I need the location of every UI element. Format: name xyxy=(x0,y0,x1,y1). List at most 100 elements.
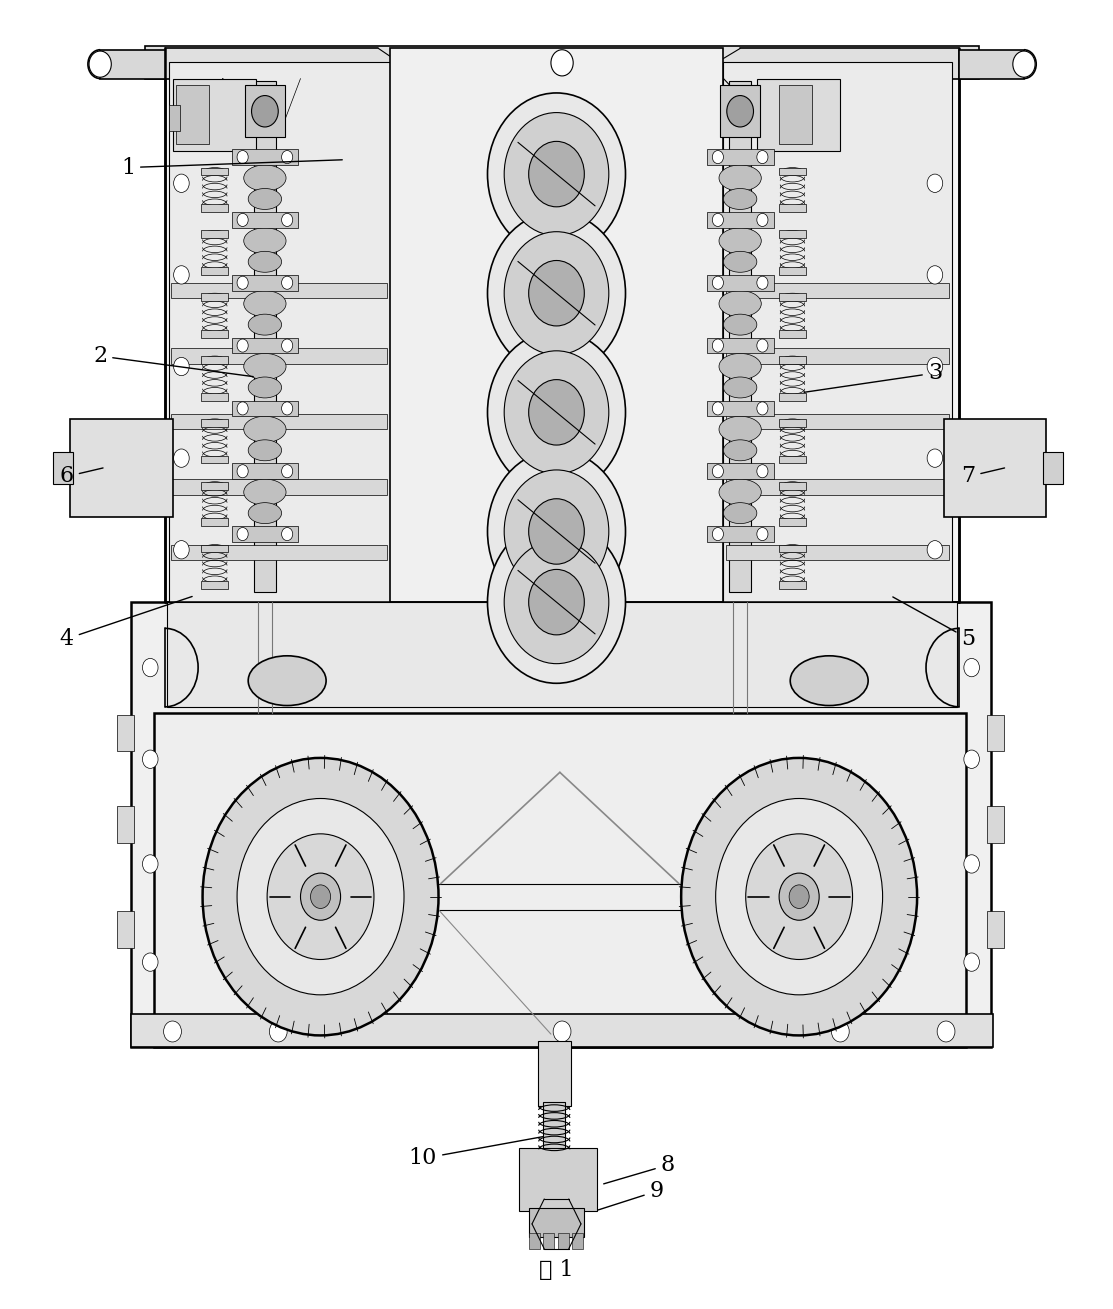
Ellipse shape xyxy=(719,479,761,505)
Bar xyxy=(779,393,806,401)
Bar xyxy=(201,267,228,275)
Text: 7: 7 xyxy=(962,466,1005,487)
Bar xyxy=(707,463,774,479)
Ellipse shape xyxy=(719,291,761,317)
Bar xyxy=(779,518,806,526)
Circle shape xyxy=(716,798,883,995)
Bar xyxy=(726,414,949,429)
Circle shape xyxy=(757,339,768,352)
Bar xyxy=(720,85,760,137)
Text: 4: 4 xyxy=(60,597,193,649)
Circle shape xyxy=(504,470,609,593)
Bar xyxy=(171,283,387,298)
Circle shape xyxy=(529,380,584,445)
Ellipse shape xyxy=(244,416,286,442)
Ellipse shape xyxy=(248,377,282,398)
Circle shape xyxy=(504,351,609,474)
Text: 2: 2 xyxy=(93,346,254,377)
Bar xyxy=(529,1233,540,1249)
Ellipse shape xyxy=(248,656,326,706)
Circle shape xyxy=(927,541,943,559)
Bar xyxy=(729,81,751,592)
Circle shape xyxy=(927,174,943,192)
Bar xyxy=(779,581,806,589)
Circle shape xyxy=(142,855,158,873)
Bar xyxy=(543,1233,554,1249)
Circle shape xyxy=(712,339,723,352)
Bar xyxy=(145,46,979,79)
Circle shape xyxy=(282,465,293,478)
Circle shape xyxy=(529,499,584,564)
Bar xyxy=(201,393,228,401)
Bar xyxy=(201,330,228,338)
Circle shape xyxy=(267,834,374,959)
Ellipse shape xyxy=(723,503,757,524)
Bar xyxy=(1043,452,1063,484)
Bar xyxy=(176,85,209,144)
Text: 5: 5 xyxy=(893,597,975,649)
Bar xyxy=(201,356,228,364)
Bar xyxy=(779,230,806,238)
Ellipse shape xyxy=(244,165,286,191)
Circle shape xyxy=(487,521,626,683)
Bar xyxy=(169,62,390,602)
Bar xyxy=(167,602,957,707)
Circle shape xyxy=(487,93,626,255)
Ellipse shape xyxy=(248,188,282,209)
Bar xyxy=(726,283,949,298)
Bar xyxy=(538,1041,571,1106)
Circle shape xyxy=(553,1021,571,1042)
Bar xyxy=(944,419,1046,517)
Bar xyxy=(529,1208,584,1237)
Bar xyxy=(201,293,228,301)
Bar xyxy=(254,81,276,592)
Text: 3: 3 xyxy=(804,363,942,393)
Circle shape xyxy=(164,1021,181,1042)
Bar xyxy=(779,456,806,463)
Bar xyxy=(519,1148,597,1211)
Bar xyxy=(232,526,298,542)
Circle shape xyxy=(282,402,293,415)
Circle shape xyxy=(89,51,111,77)
Bar xyxy=(201,482,228,490)
Bar xyxy=(171,414,387,429)
Bar xyxy=(779,482,806,490)
Bar xyxy=(707,401,774,416)
Bar xyxy=(390,48,723,602)
Ellipse shape xyxy=(244,291,286,317)
Bar xyxy=(987,715,1004,751)
Bar xyxy=(987,911,1004,948)
Circle shape xyxy=(311,885,331,908)
Ellipse shape xyxy=(723,188,757,209)
Polygon shape xyxy=(959,50,1024,79)
Circle shape xyxy=(174,357,189,376)
Text: 8: 8 xyxy=(603,1155,674,1183)
Circle shape xyxy=(237,151,248,164)
Bar xyxy=(171,479,387,495)
Circle shape xyxy=(757,402,768,415)
Bar xyxy=(173,79,256,151)
Bar xyxy=(779,545,806,552)
Bar xyxy=(707,338,774,353)
Bar xyxy=(169,105,180,131)
Bar xyxy=(779,330,806,338)
Circle shape xyxy=(681,758,917,1035)
Circle shape xyxy=(964,953,979,971)
Circle shape xyxy=(712,276,723,289)
Circle shape xyxy=(789,885,809,908)
Bar xyxy=(171,545,387,560)
Bar xyxy=(987,806,1004,843)
Circle shape xyxy=(712,151,723,164)
Text: 10: 10 xyxy=(408,1136,543,1169)
Bar xyxy=(131,1014,993,1047)
Bar xyxy=(117,715,134,751)
Circle shape xyxy=(237,798,404,995)
Circle shape xyxy=(282,339,293,352)
Circle shape xyxy=(142,953,158,971)
Circle shape xyxy=(142,750,158,768)
Bar xyxy=(779,85,812,144)
Circle shape xyxy=(142,658,158,677)
Circle shape xyxy=(301,873,341,920)
Bar xyxy=(201,419,228,427)
Ellipse shape xyxy=(719,228,761,254)
